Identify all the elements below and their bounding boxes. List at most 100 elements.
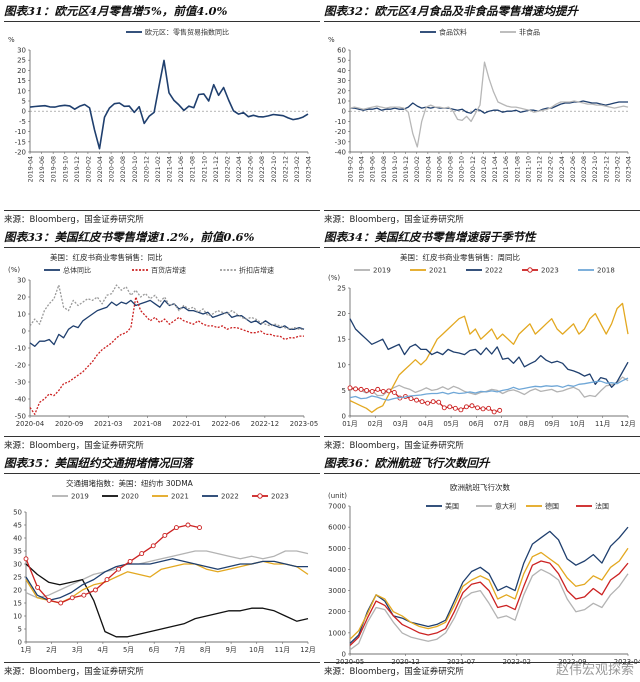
source-note: 来源：Bloomberg，国金证券研究所 xyxy=(4,441,144,451)
legend-label: 2021 xyxy=(429,267,447,275)
legend-label: 2021 xyxy=(171,493,189,501)
y-tick-label: 0 xyxy=(342,108,346,116)
data-point xyxy=(475,405,480,411)
series-line xyxy=(349,387,500,413)
x-tick-label: 2022-12 xyxy=(282,156,289,182)
source-rule xyxy=(324,436,640,437)
x-tick-label: 2022-04 xyxy=(559,156,566,182)
y-tick-label: 30 xyxy=(17,47,26,55)
y-tick-label: 40 xyxy=(337,67,346,75)
series-line xyxy=(25,550,309,599)
x-tick-label: 11月 xyxy=(595,420,610,428)
y-tick-label: -50 xyxy=(15,413,26,421)
x-tick-label: 2022-08 xyxy=(259,156,266,182)
data-point xyxy=(347,385,353,391)
title-rule xyxy=(324,473,640,474)
y-tick-label: -40 xyxy=(335,149,346,157)
x-tick-label: 2021-12 xyxy=(213,156,220,182)
x-tick-label: 2020-04 xyxy=(425,156,432,182)
panel-31: 图表31：欧元区4月零售增5%，前值4.0% % 30 25 20 15 10 5 0 -5 -1… xyxy=(4,2,320,227)
panel-35: 图表35：美国纽约交通拥堵情况回落 50 45 40 35 30 25 20 15 10 5 0 1月… xyxy=(4,454,320,680)
x-tick-label: 07月 xyxy=(494,420,509,428)
source-note: 来源：Bloomberg，国金证券研究所 xyxy=(4,215,144,225)
y-tick-label: 50 xyxy=(337,57,346,65)
data-point xyxy=(375,386,381,392)
chart-title: 美国：红皮书商业零售销售：周同比 xyxy=(400,252,520,262)
x-tick-label: 2021-10 xyxy=(525,156,532,182)
x-tick-label: 2019-08 xyxy=(381,156,388,182)
legend-label: 2020 xyxy=(121,493,139,501)
y-tick-label: 45 xyxy=(13,522,22,530)
data-point xyxy=(386,388,392,394)
source-rule xyxy=(4,662,320,663)
data-point xyxy=(408,396,414,402)
y-tick-label: -40 xyxy=(15,396,26,404)
x-tick-label: 2020-12 xyxy=(143,156,150,182)
x-tick-label: 2023-04 xyxy=(306,156,313,182)
series-line xyxy=(349,377,629,401)
title-rule xyxy=(4,473,320,474)
series-line xyxy=(349,568,629,651)
legend-label: 2022 xyxy=(221,493,239,501)
data-point xyxy=(463,404,469,410)
x-tick-label: 2021-06 xyxy=(503,156,510,182)
x-tick-label: 2022-08 xyxy=(581,156,588,182)
y-tick-label: -5 xyxy=(19,118,26,126)
y-tick-label: -10 xyxy=(15,128,26,136)
y-tick-label: 10 xyxy=(17,311,26,319)
y-tick-label: 5 xyxy=(22,98,26,106)
y-tick-label: 15 xyxy=(13,600,22,608)
x-tick-label: 2019-08 xyxy=(51,156,58,182)
data-point xyxy=(58,600,64,606)
legend-label: 非食品 xyxy=(519,28,540,37)
x-tick-label: 02月 xyxy=(368,420,383,428)
y-tick-label: 0 xyxy=(18,639,22,647)
x-tick-label: 2019-06 xyxy=(39,156,46,182)
y-tick-label: 5 xyxy=(342,387,346,395)
panel-33: 图表33：美国红皮书零售增速1.2%，前值0.6% (%) 30 20 10 0 -10 -… xyxy=(4,228,320,453)
series-line xyxy=(349,547,629,640)
y-tick-label: 40 xyxy=(13,535,22,543)
x-tick-label: 2021-02 xyxy=(481,156,488,182)
data-point xyxy=(358,386,364,392)
x-tick-label: 2020-12 xyxy=(470,156,477,182)
y-tick-label: -30 xyxy=(335,138,346,146)
y-tick-label: 15 xyxy=(17,77,26,85)
y-unit-label: % xyxy=(8,36,15,44)
y-tick-label: -20 xyxy=(15,362,26,370)
data-point xyxy=(458,407,464,413)
x-tick-label: 01月 xyxy=(342,420,357,428)
data-point xyxy=(81,592,87,598)
x-tick-label: 2022-12 xyxy=(251,420,279,428)
y-tick-label: -15 xyxy=(15,138,26,146)
data-point xyxy=(436,399,442,405)
data-point xyxy=(162,532,168,538)
x-tick-label: 5月 xyxy=(123,646,134,654)
x-tick-label: 2019-06 xyxy=(370,156,377,182)
data-point xyxy=(364,387,370,393)
data-point xyxy=(23,556,29,562)
x-tick-label: 2021-12 xyxy=(537,156,544,182)
x-tick-label: 2022-10 xyxy=(271,156,278,182)
y-tick-label: 20 xyxy=(337,310,346,318)
legend-label: 2023 xyxy=(541,267,559,275)
x-tick-label: 03月 xyxy=(393,420,408,428)
x-tick-label: 2021-08 xyxy=(133,420,161,428)
y-tick-label: 0 xyxy=(22,328,26,336)
x-tick-label: 7月 xyxy=(174,646,185,654)
panel-title: 图表31：欧元区4月零售增5%，前值4.0% xyxy=(4,4,228,18)
legend-label: 德国 xyxy=(545,502,559,511)
legend-label: 总体同比 xyxy=(63,266,91,275)
data-point xyxy=(139,551,145,557)
x-tick-label: 2021-06 xyxy=(178,156,185,182)
y-tick-label: 15 xyxy=(337,336,346,344)
panel-title: 图表34：美国红皮书零售增速弱于季节性 xyxy=(324,230,536,244)
panel-title: 图表35：美国纽约交通拥堵情况回落 xyxy=(4,456,193,470)
source-note: 来源：Bloomberg，国金证券研究所 xyxy=(324,441,464,451)
y-tick-label: -20 xyxy=(335,128,346,136)
x-tick-label: 04月 xyxy=(418,420,433,428)
title-rule xyxy=(324,247,640,248)
x-tick-label: 2022-06 xyxy=(248,156,255,182)
